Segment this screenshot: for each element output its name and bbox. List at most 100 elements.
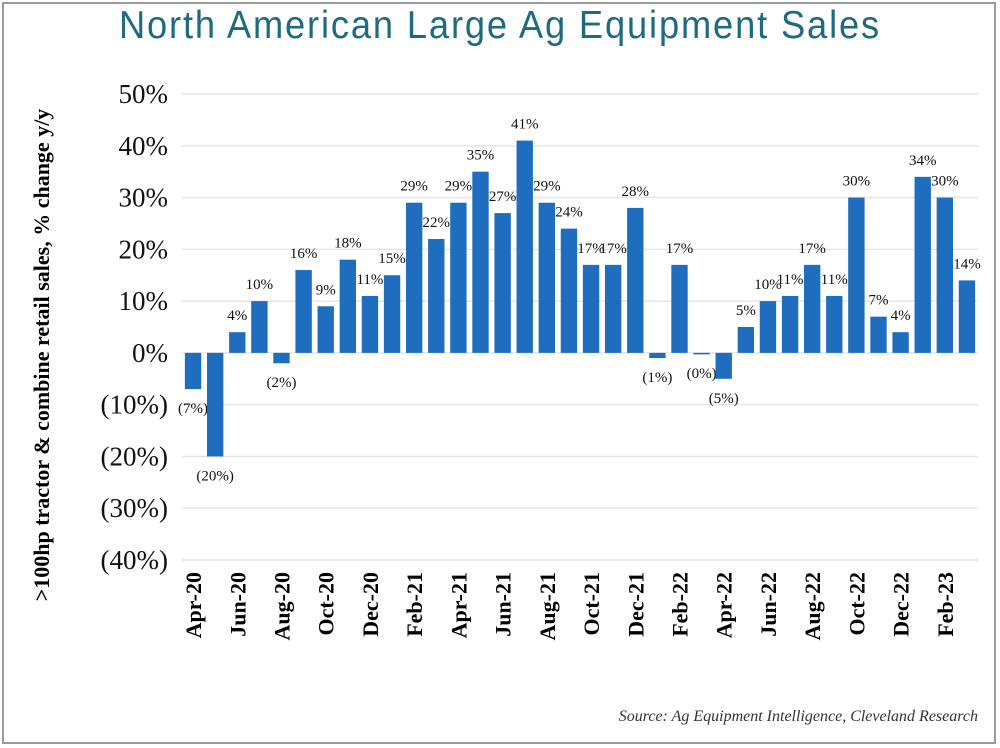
bar [781, 295, 799, 353]
x-tick-label: Jun-22 [756, 572, 781, 637]
x-tick-label: Feb-22 [668, 572, 693, 637]
source-note: Source: Ag Equipment Intelligence, Cleve… [618, 708, 978, 725]
bar [383, 275, 401, 353]
data-label: (20%) [196, 468, 234, 484]
data-label: 17% [599, 241, 627, 257]
data-label: 11% [356, 272, 383, 288]
data-label: (1%) [642, 370, 672, 386]
bar [405, 202, 423, 353]
x-tick-label: Feb-21 [402, 572, 427, 637]
y-tick-label: 40% [119, 131, 169, 161]
x-tick-label: Dec-22 [889, 572, 914, 637]
bar [803, 264, 821, 353]
y-tick-label: (20%) [101, 441, 168, 471]
y-tick-label: 0% [132, 338, 168, 368]
data-label: (0%) [687, 366, 717, 382]
bar [472, 171, 489, 353]
data-label: 18% [334, 236, 362, 252]
y-tick-label: 50% [119, 79, 169, 109]
bar [251, 301, 268, 353]
bar [693, 352, 710, 355]
bar [206, 352, 224, 457]
data-label: 30% [843, 174, 871, 190]
data-label: 29% [533, 179, 561, 195]
y-tick-label: 20% [119, 234, 169, 264]
bar [428, 238, 445, 353]
bar [671, 264, 688, 353]
data-label: 4% [891, 308, 911, 324]
x-tick-label: Oct-20 [314, 572, 339, 636]
data-label: 14% [953, 256, 981, 272]
data-label: 29% [445, 179, 473, 195]
x-tick-label: Aug-21 [535, 572, 560, 640]
data-label: 11% [777, 272, 804, 288]
bar [538, 202, 556, 353]
data-label: 5% [736, 303, 756, 319]
data-label: 9% [316, 282, 336, 298]
bar [494, 213, 511, 353]
bar [560, 228, 578, 353]
bar [759, 301, 777, 353]
data-label: 17% [798, 241, 826, 257]
bar [450, 202, 467, 353]
data-label: 41% [511, 117, 539, 133]
data-label: 15% [378, 251, 406, 267]
data-label: 22% [423, 215, 451, 231]
y-tick-label: (10%) [101, 390, 168, 420]
x-tick-label: Dec-20 [358, 572, 383, 637]
data-label: 28% [622, 184, 650, 200]
data-label: (2%) [267, 375, 297, 391]
data-label: 27% [489, 189, 517, 205]
bar [273, 352, 290, 364]
x-tick-label: Apr-20 [181, 572, 206, 638]
data-label: (5%) [709, 391, 739, 407]
x-tick-label: Feb-23 [933, 572, 958, 637]
bar [184, 352, 202, 390]
y-tick-label: (40%) [101, 545, 168, 575]
bar [339, 259, 357, 353]
data-label: 34% [909, 153, 937, 169]
bar [848, 197, 865, 353]
data-label: 11% [821, 272, 848, 288]
x-tick-label: Aug-22 [800, 572, 825, 640]
bar [516, 140, 533, 353]
bar [870, 316, 887, 353]
y-tick-label: 30% [119, 183, 169, 213]
data-label: 4% [227, 308, 247, 324]
data-label: 10% [246, 277, 274, 293]
bar [604, 264, 622, 353]
x-tick-label: Apr-22 [712, 572, 737, 638]
data-label: 35% [467, 148, 495, 164]
bar [737, 327, 755, 353]
data-label: 16% [290, 246, 318, 262]
bar [826, 295, 843, 353]
data-label: 7% [869, 293, 889, 309]
bar [295, 270, 312, 353]
bar [627, 207, 644, 353]
data-label: 24% [555, 205, 583, 221]
bar [317, 306, 334, 353]
data-label: 10% [754, 277, 782, 293]
x-tick-label: Jun-20 [225, 572, 250, 637]
bar [649, 352, 666, 359]
bar [582, 264, 600, 353]
x-tick-label: Oct-22 [844, 572, 869, 636]
y-tick-label: (30%) [101, 493, 168, 523]
bar [361, 295, 379, 353]
x-tick-label: Oct-21 [579, 572, 604, 636]
data-label: (7%) [178, 401, 208, 417]
x-tick-label: Dec-21 [623, 572, 648, 637]
bar [914, 176, 931, 353]
data-label: 30% [931, 174, 959, 190]
bar [892, 332, 909, 353]
x-tick-label: Aug-20 [270, 572, 295, 640]
bar [229, 332, 246, 353]
bar [936, 197, 954, 353]
data-label: 29% [400, 179, 428, 195]
x-tick-label: Jun-21 [491, 572, 516, 637]
x-tick-label: Apr-21 [446, 572, 471, 638]
data-label: 17% [666, 241, 694, 257]
y-tick-label: 10% [119, 286, 169, 316]
